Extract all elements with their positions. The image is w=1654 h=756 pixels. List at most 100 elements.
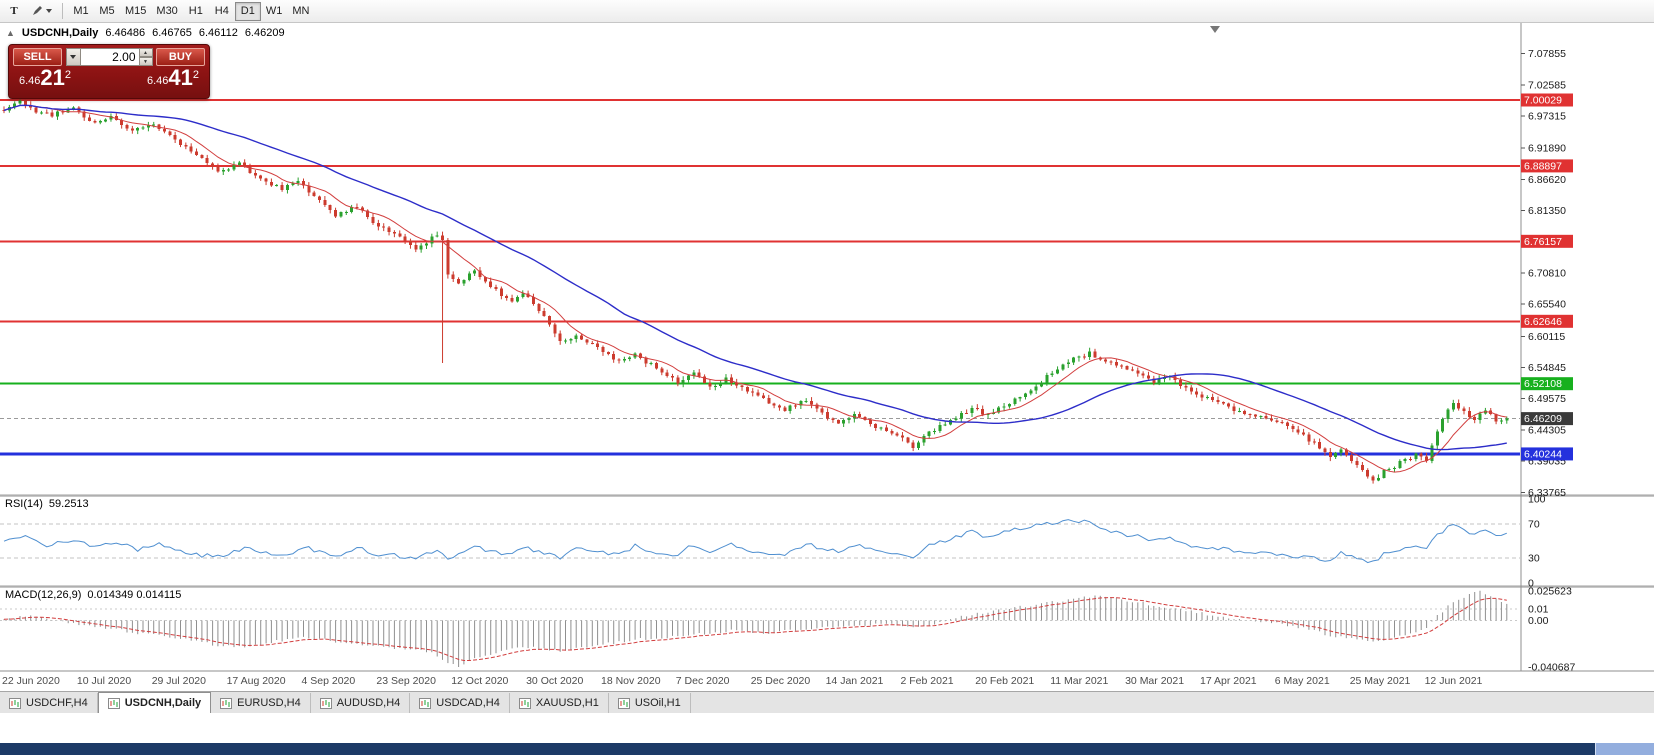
chart-title: ▲ USDCNH,Daily 6.46486 6.46765 6.46112 6… <box>6 27 285 39</box>
tab-eurusd-h4[interactable]: EURUSD,H4 <box>211 693 311 713</box>
volume-increase-button[interactable]: ▲ <box>139 48 153 57</box>
chart-shift-marker[interactable] <box>1210 26 1220 33</box>
price-chart[interactable]: 7.07855 7.02585 6.97315 6.91890 6.86620 6.813… <box>0 23 1654 691</box>
svg-text:100: 100 <box>1528 494 1546 506</box>
caret-down-icon <box>70 55 76 59</box>
svg-text:23 Sep 2020: 23 Sep 2020 <box>376 675 436 687</box>
status-bar <box>0 713 1654 743</box>
timeframe-h1[interactable]: H1 <box>183 2 209 21</box>
sell-price[interactable]: 6.46 21 2 <box>19 65 72 90</box>
timeframe-m15[interactable]: M15 <box>120 2 151 21</box>
svg-text:0.01: 0.01 <box>1528 603 1549 615</box>
taskbar-tray[interactable] <box>1595 743 1654 755</box>
rsi-pane: 100 70 30 0 <box>0 494 1546 590</box>
tab-label: USDCNH,Daily <box>124 697 202 709</box>
timeframe-mn[interactable]: MN <box>287 2 314 21</box>
tab-usdchf-h4[interactable]: USDCHF,H4 <box>0 693 98 713</box>
tab-audusd-h4[interactable]: AUDUSD,H4 <box>311 693 411 713</box>
svg-text:6.46209: 6.46209 <box>1524 413 1562 425</box>
volume-dropdown-button[interactable] <box>65 48 80 66</box>
chart-icon <box>9 697 21 709</box>
svg-text:6.54845: 6.54845 <box>1528 362 1566 374</box>
svg-text:0.00: 0.00 <box>1528 615 1549 627</box>
tab-label: USOil,H1 <box>634 697 681 709</box>
svg-text:7 Dec 2020: 7 Dec 2020 <box>676 675 730 687</box>
tab-usdcnh-daily[interactable]: USDCNH,Daily <box>97 692 212 713</box>
tab-xauusd-h1[interactable]: XAUUSD,H1 <box>510 693 609 713</box>
svg-text:6.97315: 6.97315 <box>1528 111 1566 123</box>
buy-button[interactable]: BUY <box>156 48 205 66</box>
timeframe-m5[interactable]: M5 <box>94 2 120 21</box>
horizontal-level-lines[interactable] <box>0 99 1520 456</box>
quote-close: 6.46209 <box>244 27 285 39</box>
rsi-indicator-label: RSI(14) 59.2513 <box>5 498 89 510</box>
svg-text:22 Jun 2020: 22 Jun 2020 <box>2 675 60 687</box>
svg-text:30 Mar 2021: 30 Mar 2021 <box>1125 675 1184 687</box>
candles <box>2 99 1509 484</box>
ma-fast-line <box>3 104 1507 473</box>
tab-usoil-h1[interactable]: USOil,H1 <box>609 693 691 713</box>
volume-spinner: ▲ ▼ <box>139 48 153 66</box>
volume-input[interactable] <box>79 48 140 66</box>
timeframe-m30[interactable]: M30 <box>151 2 182 21</box>
svg-text:6.86620: 6.86620 <box>1528 174 1566 186</box>
macd-pane: 0.025623 0.010.00 -0.040687 <box>0 585 1575 674</box>
timeframe-group: M1 M5 M15 M30 H1 H4 D1 W1 MN <box>68 1 314 21</box>
svg-text:6.91890: 6.91890 <box>1528 143 1566 155</box>
buy-price[interactable]: 6.46 41 2 <box>146 65 199 90</box>
symbol-period-label: USDCNH,Daily <box>21 27 99 39</box>
tab-label: USDCAD,H4 <box>436 697 500 709</box>
svg-text:30 Oct 2020: 30 Oct 2020 <box>526 675 583 687</box>
pane-dividers[interactable] <box>0 23 1654 672</box>
toolbar-separator <box>62 3 63 19</box>
svg-text:4 Sep 2020: 4 Sep 2020 <box>302 675 356 687</box>
date-axis[interactable]: 22 Jun 2020 10 Jul 2020 29 Jul 2020 17 Aug … <box>2 675 1483 687</box>
timeframe-h4[interactable]: H4 <box>209 2 235 21</box>
svg-text:6.60115: 6.60115 <box>1528 331 1565 343</box>
chart-icon <box>319 697 332 709</box>
svg-text:6.52108: 6.52108 <box>1524 378 1562 390</box>
svg-text:2 Feb 2021: 2 Feb 2021 <box>901 675 954 687</box>
svg-text:6.81350: 6.81350 <box>1528 205 1566 217</box>
svg-text:6.49575: 6.49575 <box>1528 393 1566 405</box>
svg-text:6 May 2021: 6 May 2021 <box>1275 675 1330 687</box>
chart-icon <box>220 697 233 709</box>
svg-text:10 Jul 2020: 10 Jul 2020 <box>77 675 131 687</box>
chart-icon <box>107 697 120 709</box>
sell-button[interactable]: SELL <box>13 48 62 66</box>
text-tool-button[interactable]: T <box>3 2 25 21</box>
svg-text:6.44305: 6.44305 <box>1528 424 1566 436</box>
svg-text:0.025623: 0.025623 <box>1528 585 1572 597</box>
macd-indicator-label: MACD(12,26,9) 0.014349 0.014115 <box>5 589 182 601</box>
pen-icon <box>33 6 42 15</box>
svg-text:18 Nov 2020: 18 Nov 2020 <box>601 675 661 687</box>
one-click-collapse-arrow[interactable]: ▲ <box>6 28 15 38</box>
tab-label: EURUSD,H4 <box>237 697 301 709</box>
chart-icon <box>518 697 531 709</box>
svg-text:29 Jul 2020: 29 Jul 2020 <box>152 675 206 687</box>
quote-high: 6.46765 <box>152 27 192 39</box>
price-axis[interactable]: 7.07855 7.02585 6.97315 6.91890 6.86620 6.813… <box>1521 48 1573 499</box>
svg-text:17 Aug 2020: 17 Aug 2020 <box>227 675 286 687</box>
chart-icon <box>617 697 630 709</box>
svg-text:30: 30 <box>1528 552 1540 564</box>
caret-down-icon <box>46 9 52 13</box>
svg-text:0: 0 <box>1528 578 1534 590</box>
svg-text:6.70810: 6.70810 <box>1528 267 1566 279</box>
drawing-tool-button[interactable] <box>26 2 57 21</box>
toolbar: T M1 M5 M15 M30 H1 H4 D1 W1 MN <box>0 0 1654 23</box>
svg-text:17 Apr 2021: 17 Apr 2021 <box>1200 675 1257 687</box>
chart-tab-bar: USDCHF,H4 USDCNH,Daily EURUSD,H4 AUDUSD,… <box>0 691 1654 713</box>
timeframe-m1[interactable]: M1 <box>68 2 94 21</box>
chart-window: 7.07855 7.02585 6.97315 6.91890 6.86620 6.813… <box>0 23 1654 691</box>
quote-low: 6.46112 <box>198 27 238 39</box>
timeframe-d1[interactable]: D1 <box>234 1 261 21</box>
timeframe-w1[interactable]: W1 <box>261 2 288 21</box>
tab-usdcad-h4[interactable]: USDCAD,H4 <box>410 693 510 713</box>
tab-label: XAUUSD,H1 <box>535 697 599 709</box>
svg-text:12 Oct 2020: 12 Oct 2020 <box>451 675 508 687</box>
volume-decrease-button[interactable]: ▼ <box>139 57 153 66</box>
volume-control: ▲ ▼ <box>65 48 153 66</box>
